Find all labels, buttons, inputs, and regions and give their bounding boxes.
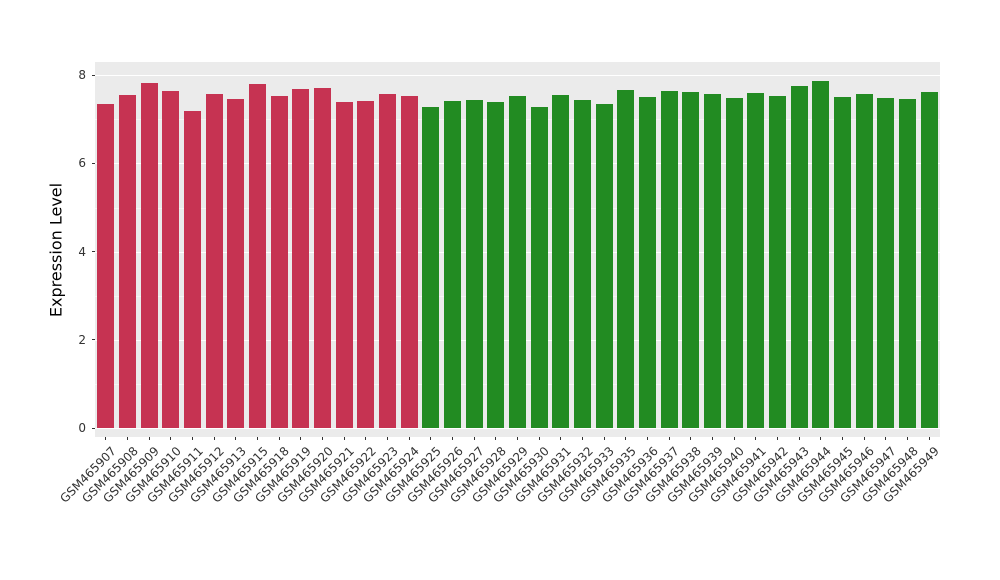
bar bbox=[530, 106, 548, 429]
x-tick-mark bbox=[668, 437, 670, 440]
bar bbox=[248, 84, 267, 429]
bar bbox=[270, 96, 288, 429]
x-tick-mark bbox=[798, 437, 800, 440]
bar bbox=[855, 94, 873, 429]
x-tick-mark bbox=[322, 437, 323, 440]
bar bbox=[552, 95, 570, 429]
bar bbox=[162, 90, 180, 429]
x-tick-mark bbox=[863, 437, 865, 440]
y-tick-mark bbox=[92, 162, 95, 164]
x-tick-mark bbox=[690, 437, 692, 440]
x-tick-mark bbox=[430, 437, 432, 440]
x-tick-mark bbox=[408, 437, 410, 440]
bar bbox=[487, 101, 505, 429]
gridline-major bbox=[95, 428, 940, 430]
x-tick-mark bbox=[820, 437, 822, 440]
x-tick-mark bbox=[473, 437, 475, 440]
x-tick-mark bbox=[495, 437, 497, 440]
bar bbox=[292, 89, 310, 429]
y-tick-label: 0 bbox=[78, 421, 86, 436]
y-tick-label: 8 bbox=[78, 68, 86, 83]
bar bbox=[508, 95, 527, 429]
plot-panel bbox=[95, 62, 940, 437]
x-tick-mark bbox=[907, 437, 908, 440]
x-tick-mark bbox=[560, 437, 562, 440]
x-tick-mark bbox=[387, 437, 388, 440]
x-tick-mark bbox=[235, 437, 237, 440]
bar bbox=[378, 93, 397, 429]
bar bbox=[357, 101, 375, 429]
bar bbox=[227, 99, 245, 429]
y-tick-label: 6 bbox=[78, 156, 86, 171]
bar bbox=[335, 102, 353, 429]
bar bbox=[595, 104, 613, 429]
x-tick-mark bbox=[192, 437, 193, 440]
x-tick-mark bbox=[452, 437, 453, 440]
bar bbox=[725, 97, 743, 429]
bar bbox=[400, 95, 418, 429]
x-tick-mark bbox=[928, 437, 930, 440]
bar bbox=[617, 89, 635, 429]
bar bbox=[747, 92, 765, 429]
x-tick-mark bbox=[885, 437, 887, 440]
bar bbox=[768, 95, 787, 429]
x-tick-mark bbox=[300, 437, 302, 440]
x-tick-mark bbox=[733, 437, 735, 440]
bar bbox=[313, 88, 332, 429]
x-tick-mark bbox=[278, 437, 280, 440]
y-tick-mark bbox=[92, 339, 95, 341]
x-tick-mark bbox=[603, 437, 605, 440]
x-tick-mark bbox=[625, 437, 627, 440]
x-tick-mark bbox=[712, 437, 713, 440]
x-tick-mark bbox=[343, 437, 345, 440]
bar bbox=[660, 90, 678, 429]
bar bbox=[703, 93, 722, 429]
x-tick-mark bbox=[170, 437, 172, 440]
x-tick-mark bbox=[257, 437, 258, 440]
bar bbox=[833, 96, 852, 429]
bar bbox=[790, 86, 808, 429]
gridline-major bbox=[95, 75, 940, 77]
bar bbox=[205, 93, 223, 429]
x-tick-mark bbox=[105, 437, 107, 440]
bar bbox=[877, 97, 895, 429]
x-tick-mark bbox=[777, 437, 778, 440]
y-tick-mark bbox=[92, 74, 95, 76]
y-axis: 0 2 4 6 8 bbox=[0, 62, 95, 437]
x-tick-mark bbox=[755, 437, 757, 440]
y-tick-label: 2 bbox=[78, 332, 86, 347]
bar bbox=[97, 104, 115, 429]
x-tick-mark bbox=[842, 437, 843, 440]
x-tick-mark bbox=[365, 437, 367, 440]
bar bbox=[573, 100, 592, 429]
x-tick-mark bbox=[127, 437, 128, 440]
y-tick-mark bbox=[92, 251, 95, 253]
bar bbox=[140, 83, 158, 429]
bar bbox=[118, 94, 137, 429]
bar bbox=[443, 101, 462, 429]
bar bbox=[183, 111, 202, 429]
x-tick-mark bbox=[213, 437, 215, 440]
bar bbox=[898, 98, 917, 429]
bar bbox=[812, 80, 830, 429]
x-tick-mark bbox=[148, 437, 150, 440]
x-tick-mark bbox=[647, 437, 648, 440]
bar bbox=[465, 100, 483, 429]
x-tick-mark bbox=[582, 437, 583, 440]
y-tick-mark bbox=[92, 427, 95, 429]
bar bbox=[422, 107, 440, 429]
x-axis: GSM465907 GSM465908 GSM465909 GSM465910 GSM4… bbox=[57, 437, 942, 577]
y-tick-label: 4 bbox=[78, 244, 86, 259]
bar bbox=[682, 92, 700, 429]
bar bbox=[920, 92, 938, 429]
x-tick-mark bbox=[538, 437, 540, 440]
x-tick-mark bbox=[517, 437, 518, 440]
bar bbox=[638, 97, 657, 429]
